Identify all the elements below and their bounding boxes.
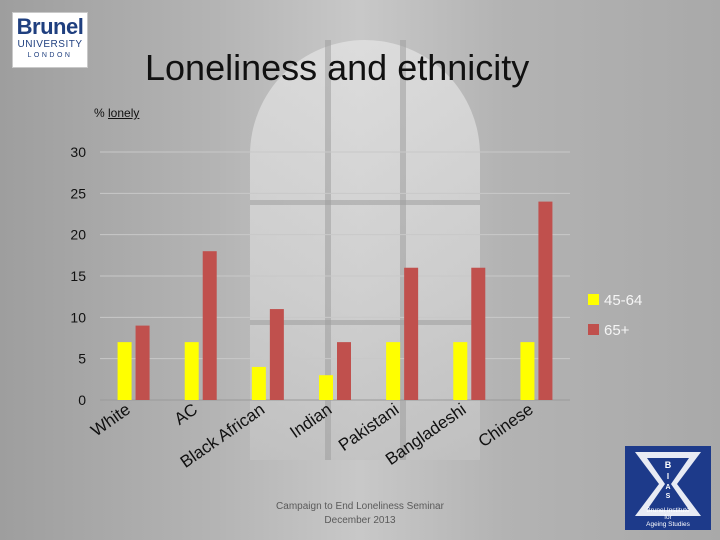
bar (202, 251, 217, 400)
bias-logo-inner-shape (647, 458, 689, 510)
window-transom (250, 200, 480, 205)
footer-line-2: December 2013 (324, 515, 396, 526)
bar (538, 201, 553, 400)
x-tick-label: Indian (286, 400, 335, 442)
y-axis-label-prefix: % (94, 106, 109, 120)
footer-line-1: Campaign to End Loneliness Seminar (276, 501, 444, 512)
window-transom (250, 320, 480, 325)
y-tick-label: 0 (78, 392, 86, 408)
bar (337, 342, 351, 400)
bar (135, 325, 150, 400)
logo-university-text: UNIVERSITY (17, 39, 83, 50)
y-tick-label: 15 (70, 268, 86, 284)
bar (269, 309, 284, 400)
bar (251, 366, 266, 400)
logo-brunel-text: Brunel (16, 14, 84, 39)
legend-label: 45-64 (604, 292, 642, 309)
x-tick-label: AC (171, 400, 201, 429)
bias-logo-graphic: B I A S Brunel Institute for Ageing Stud… (635, 452, 701, 528)
bar (520, 342, 535, 400)
bias-letter-a: A (665, 484, 670, 491)
bias-logo-line-3: Ageing Studies (646, 521, 690, 528)
y-axis-label-underlined: lonely (108, 106, 140, 120)
bar (471, 267, 486, 400)
bias-letter-b: B (665, 460, 672, 470)
y-axis-label: % lonely (94, 106, 139, 120)
bar (117, 342, 132, 400)
bias-logo-line-1: Brunel Institute (646, 507, 690, 514)
legend-swatch (588, 324, 599, 335)
bias-institute-logo: B I A S Brunel Institute for Ageing Stud… (625, 446, 711, 530)
bar (386, 342, 401, 400)
slide-title: Loneliness and ethnicity (145, 47, 530, 88)
y-tick-label: 20 (70, 227, 86, 243)
window-mullion (400, 40, 406, 460)
legend-label: 65+ (604, 322, 630, 339)
y-tick-label: 25 (70, 185, 86, 201)
bar (453, 342, 468, 400)
footer-caption: Campaign to End Loneliness Seminar Decem… (250, 500, 470, 528)
bias-letter-i: I (667, 472, 669, 481)
window-mullion (325, 40, 331, 460)
x-tick-label: Chinese (475, 400, 537, 451)
y-tick-label: 5 (78, 351, 86, 367)
brunel-university-logo: Brunel UNIVERSITY LONDON (12, 12, 88, 68)
y-tick-label: 10 (70, 309, 86, 325)
bias-letter-s: S (666, 493, 671, 500)
bar (404, 267, 419, 400)
y-tick-label: 30 (70, 144, 86, 160)
x-tick-label: White (87, 400, 134, 440)
bar (184, 342, 199, 400)
bar (319, 375, 333, 400)
bias-logo-line-2: for (664, 514, 672, 521)
logo-london-text: LONDON (27, 52, 73, 59)
window-arch (250, 40, 480, 460)
legend-swatch (588, 294, 599, 305)
